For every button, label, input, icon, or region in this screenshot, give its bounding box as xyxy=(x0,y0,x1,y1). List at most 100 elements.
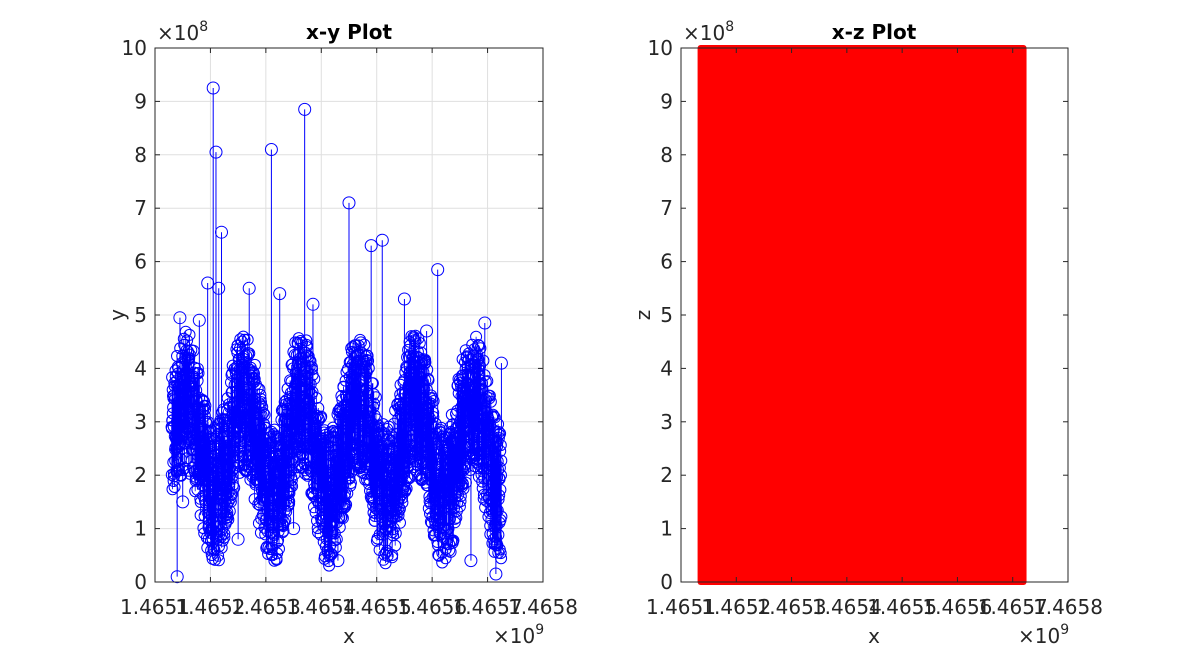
xy-data-point xyxy=(474,342,487,355)
xz-plot: 1.46511.46521.46531.46541.46551.46561.46… xyxy=(631,19,1103,648)
xy-data-point xyxy=(310,392,323,404)
xy-data-point xyxy=(173,311,187,325)
xy-data-point xyxy=(464,554,478,568)
xy-data-point xyxy=(256,401,269,413)
xz-x-tick-label: 1.4651 xyxy=(646,595,716,619)
xy-data-point xyxy=(218,531,231,544)
xy-data-point xyxy=(300,340,313,353)
xy-data-point xyxy=(467,393,480,406)
xy-data-point xyxy=(379,557,392,570)
xy-data-point xyxy=(191,362,204,375)
xy-data-point xyxy=(287,522,301,536)
xy-data-point xyxy=(471,348,484,361)
xy-data-point xyxy=(273,287,287,301)
xy-data-point xyxy=(484,395,497,408)
xy-data-point xyxy=(364,239,378,253)
xy-data-point xyxy=(209,553,222,566)
xy-data-point xyxy=(192,313,206,327)
xy-y-exponent: ×108 xyxy=(157,19,208,45)
xy-data-point xyxy=(201,541,214,554)
xy-data-point xyxy=(299,468,312,480)
xy-data-point xyxy=(330,434,343,447)
xy-data-point xyxy=(494,445,507,458)
xy-data-point xyxy=(446,418,459,431)
xy-data-point xyxy=(247,366,260,378)
xy-y-tick-label: 10 xyxy=(122,36,147,60)
xy-data-point xyxy=(413,337,426,349)
xy-x-tick-label: 1.4657 xyxy=(453,595,523,619)
xy-data-point xyxy=(254,392,267,405)
xy-data-point xyxy=(213,540,225,553)
xy-data-point xyxy=(329,541,342,554)
xy-data-point xyxy=(209,501,221,514)
xy-data-point xyxy=(493,461,506,474)
xy-data-point xyxy=(377,443,390,456)
xy-data-point xyxy=(184,436,198,450)
xy-data-point xyxy=(456,478,469,491)
xy-data-point xyxy=(414,386,427,399)
xy-data-point xyxy=(355,346,367,359)
xy-data-point xyxy=(405,348,417,360)
xy-data-point xyxy=(389,527,402,540)
xy-data-point xyxy=(419,476,432,489)
xy-data-point xyxy=(224,495,237,508)
xz-x-exponent-base: ×10 xyxy=(1018,624,1060,648)
xy-data-point xyxy=(225,386,238,399)
xz-y-tick-label: 5 xyxy=(660,303,673,327)
xy-data-point xyxy=(223,505,236,518)
xy-data-point xyxy=(228,481,241,494)
xy-data-point xyxy=(170,465,183,478)
xy-data-point xyxy=(457,464,470,477)
xy-data-point xyxy=(254,388,267,401)
xy-data-point xyxy=(220,498,233,511)
xy-data-point xyxy=(285,474,298,487)
xy-data-point xyxy=(420,324,434,338)
xy-data-point xyxy=(390,449,402,462)
xy-data-point xyxy=(308,372,321,385)
xy-data-point xyxy=(311,514,323,527)
xy-data-point xyxy=(339,374,352,387)
xy-data-point xyxy=(470,330,483,343)
xy-data-point xyxy=(489,567,503,581)
xy-data-point xyxy=(306,363,318,376)
xy-data-point xyxy=(472,339,485,351)
xy-data-point xyxy=(389,539,402,552)
xy-x-tick-label: 1.4653 xyxy=(231,595,301,619)
xz-x-tick-label: 1.4654 xyxy=(812,595,882,619)
xy-data-point xyxy=(469,444,482,457)
xy-data-point xyxy=(330,425,343,438)
xy-data-point xyxy=(242,349,255,361)
xy-data-point xyxy=(312,526,324,539)
xy-data-point xyxy=(211,517,224,530)
xy-data-point xyxy=(212,549,225,562)
xy-data-point xyxy=(342,471,355,484)
xy-data-point xyxy=(306,410,319,423)
xy-data-point xyxy=(291,461,304,474)
xy-y-tick-label: 2 xyxy=(134,463,147,487)
xy-data-point xyxy=(427,450,439,463)
xy-data-point xyxy=(209,145,223,159)
xy-x-exponent: ×109 xyxy=(493,622,544,648)
xy-data-point xyxy=(478,316,492,330)
xy-y-tick-label: 3 xyxy=(134,410,147,434)
xy-data-point xyxy=(313,413,326,426)
xy-data-point xyxy=(492,463,504,476)
xy-data-point xyxy=(397,292,411,306)
xy-data-point xyxy=(442,543,456,557)
xy-data-point xyxy=(472,353,485,366)
xy-data-point xyxy=(368,398,381,410)
xy-data-point xyxy=(467,389,480,401)
xy-y-tick-label: 1 xyxy=(134,517,147,541)
xy-data-point xyxy=(492,493,505,506)
xy-data-point xyxy=(488,545,501,558)
xy-data-point xyxy=(492,528,505,541)
xy-data-point xyxy=(440,524,453,537)
xy-data-point xyxy=(332,427,345,440)
xy-data-point xyxy=(336,512,349,525)
xy-y-tick-label: 0 xyxy=(134,570,147,594)
xy-data-point xyxy=(247,431,260,443)
xy-data-point xyxy=(166,483,179,496)
xy-data-point xyxy=(283,495,296,508)
xy-data-point xyxy=(222,513,235,526)
xy-data-point xyxy=(371,428,384,441)
